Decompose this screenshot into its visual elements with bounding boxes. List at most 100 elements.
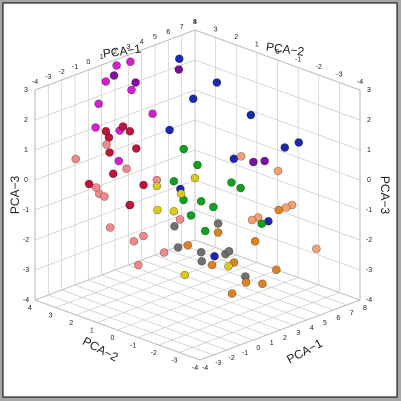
point [258, 279, 267, 289]
point [186, 211, 196, 220]
grid-line [96, 262, 257, 323]
tick-label: -4 [192, 365, 198, 372]
tick-label: 6 [336, 315, 340, 322]
tick-label: -1 [295, 56, 301, 63]
point [213, 219, 223, 228]
point [183, 240, 193, 250]
point [294, 138, 304, 147]
grid-line [34, 59, 196, 121]
grid-line [34, 209, 196, 271]
tick-label: -2 [23, 237, 29, 244]
tick-label: -2 [151, 350, 157, 357]
point [105, 148, 114, 157]
point [148, 109, 157, 119]
tick-label: 1 [255, 41, 259, 48]
point [250, 236, 260, 246]
point [180, 270, 190, 280]
tick-label: -4 [366, 297, 372, 304]
point [91, 183, 101, 192]
x-axis-label: PCA−1 [102, 42, 142, 61]
tick-label: 0 [24, 177, 28, 184]
tick-label: -1 [366, 207, 372, 214]
tick-label: -2 [229, 355, 235, 362]
tick-label: 4 [193, 19, 197, 26]
tick-label: 8 [193, 19, 197, 26]
point [131, 78, 140, 87]
point [241, 278, 251, 287]
tick-label: -4 [32, 79, 38, 86]
point [190, 173, 200, 183]
grid-line [34, 29, 196, 91]
tick-label: 4 [310, 325, 314, 332]
point [105, 223, 115, 232]
grid-line [138, 277, 299, 338]
point [312, 244, 321, 254]
point [159, 248, 169, 257]
tick-label: 0 [86, 59, 90, 66]
tick-label: 2 [24, 117, 28, 124]
point [213, 228, 223, 237]
point [91, 123, 100, 132]
point [257, 219, 267, 229]
grid-line [34, 149, 196, 211]
point [196, 247, 206, 257]
point [274, 205, 284, 215]
tick-label: -1 [72, 64, 78, 71]
tick-label: -4 [202, 365, 208, 372]
tick-label: -2 [316, 64, 322, 71]
point [260, 156, 269, 166]
tick-label: -4 [23, 297, 29, 304]
point [84, 179, 94, 189]
point [175, 215, 185, 224]
point [209, 202, 218, 212]
tick-label: 2 [69, 320, 73, 327]
tick-label: 0 [111, 335, 115, 342]
tick-label: 2 [283, 335, 287, 342]
grid-line [194, 29, 361, 91]
point [173, 243, 183, 252]
tick-label: -3 [366, 267, 372, 274]
point [236, 183, 245, 193]
point [197, 256, 207, 266]
point [170, 221, 179, 231]
tick-label: -1 [130, 342, 136, 349]
point [224, 261, 233, 271]
tick-label: 1 [270, 340, 274, 347]
point [125, 126, 135, 136]
point [153, 205, 162, 215]
tick-label: 3 [367, 87, 371, 94]
point [139, 231, 148, 241]
grid-line [194, 149, 361, 211]
tick-label: -3 [336, 71, 342, 78]
point [114, 156, 124, 166]
point [125, 200, 135, 210]
point [101, 77, 111, 86]
tick-label: 3 [126, 44, 130, 51]
tick-label: 2 [234, 34, 238, 41]
point [134, 260, 143, 270]
point [196, 196, 206, 206]
point [131, 144, 141, 153]
tick-label: -3 [171, 357, 177, 364]
point [210, 251, 219, 261]
point [71, 154, 81, 164]
point [169, 176, 179, 186]
tick-label: 2 [113, 49, 117, 56]
point [212, 78, 222, 87]
tick-label: 8 [363, 305, 367, 312]
tick-label: 7 [180, 24, 184, 31]
point [102, 140, 111, 149]
point [100, 192, 109, 201]
tick-label: 4 [140, 39, 144, 46]
z-axis-label: PCA−3 [8, 175, 22, 214]
grid-line [194, 59, 361, 121]
point [126, 57, 135, 67]
tick-label: 3 [296, 330, 300, 337]
tick-label: -1 [23, 207, 29, 214]
grid-line [158, 284, 319, 346]
point [94, 99, 103, 109]
point [249, 157, 258, 167]
point [246, 110, 256, 120]
